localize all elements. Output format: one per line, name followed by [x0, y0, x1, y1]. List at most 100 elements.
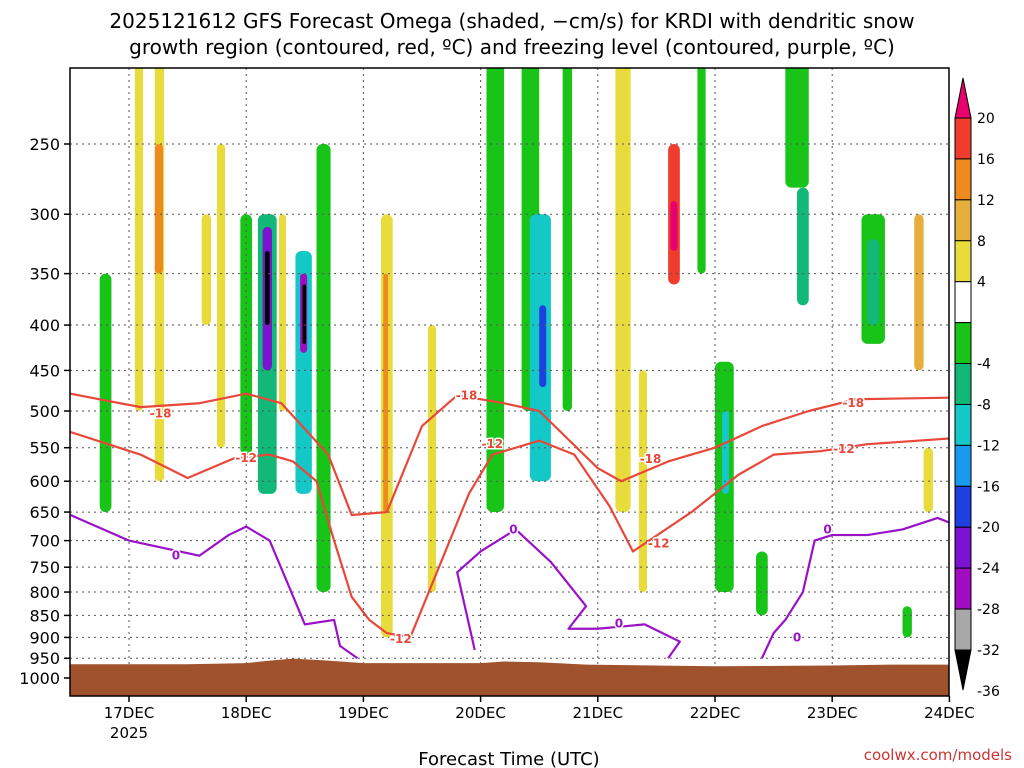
contours: -18 -18 -18 -18 -12 -12 -12 -12 -12 0 0 0 0 0 [70, 387, 949, 660]
x-tick-label-20DEC: 20DEC [455, 704, 506, 722]
omega-cell-9 [154, 144, 163, 274]
colorbar-top-tip [954, 77, 972, 119]
x-tick-label-19DEC: 19DEC [338, 704, 389, 722]
y-tick-label-900: 900 [29, 628, 60, 647]
omega-cell-17 [562, 68, 573, 411]
colorbar-swatch-3 [954, 240, 972, 283]
x-axis: 17DEC 2025 18DEC 19DEC 20DEC 21DEC 22DEC 23DEC 2… [104, 696, 975, 742]
y-tick-label-800: 800 [29, 583, 60, 602]
colorbar-swatch-2 [954, 199, 972, 242]
colorbar-swatch-0 [954, 117, 972, 160]
colorbar-label-20: 20 [977, 111, 995, 127]
omega-cell-5 [302, 284, 306, 344]
colorbar-swatch-10 [954, 526, 972, 569]
contour-0 [70, 514, 359, 660]
contour-label--12-0: -12 [235, 451, 257, 465]
y-tick-label-650: 650 [29, 503, 60, 522]
omega-cell-30 [923, 447, 933, 513]
y-tick-label-250: 250 [29, 135, 60, 154]
colorbar-label--8: -8 [977, 397, 991, 413]
omega-cell-6 [240, 214, 253, 455]
omega-cell-24 [756, 551, 768, 616]
y-tick-label-950: 950 [29, 649, 60, 668]
y-tick-label-350: 350 [29, 265, 60, 284]
contour--12 [70, 430, 949, 639]
y-tick-label-300: 300 [29, 205, 60, 224]
contour-label-0c-1: 0 [793, 630, 801, 644]
x-tick-label-17DEC: 17DEC [104, 704, 155, 722]
y-tick-label-700: 700 [29, 532, 60, 551]
colorbar-label--16: -16 [977, 479, 1000, 495]
contour-0c [760, 516, 949, 659]
gridlines [70, 68, 949, 696]
colorbar-swatch-9 [954, 485, 972, 528]
omega-cell-33 [134, 68, 144, 411]
y-tick-label-550: 550 [29, 439, 60, 458]
terrain [70, 658, 949, 696]
omega-cell-12 [383, 273, 389, 513]
omega-cell-32 [99, 273, 112, 513]
colorbar-swatch-11 [954, 567, 972, 610]
colorbar-label--20: -20 [977, 520, 1000, 536]
x-tick-label-24DEC: 24DEC [924, 704, 975, 722]
omega-cell-31 [201, 214, 212, 326]
colorbar: 20 16 12 8 4 -4 -8 -12 -16 -20 -24 -28 -32 -36 [954, 77, 1000, 700]
omega-cell-28 [867, 239, 880, 326]
y-tick-label-750: 750 [29, 558, 60, 577]
y-tick-label-1000: 1000 [19, 669, 60, 688]
colorbar-label-12: 12 [977, 193, 995, 209]
x-tick-label-23DEC: 23DEC [807, 704, 858, 722]
plot-frame [69, 67, 950, 697]
colorbar-swatch-6 [954, 363, 972, 405]
omega-cell-37 [279, 214, 287, 411]
colorbar-label--28: -28 [977, 602, 1000, 618]
colorbar-label--36: -36 [977, 684, 1000, 700]
y-tick-label-500: 500 [29, 402, 60, 421]
contour-label--18-0: -18 [150, 406, 172, 420]
contour-label--12-2: -12 [648, 536, 670, 550]
omega-cell-21 [697, 68, 706, 274]
omega-cell-34 [427, 325, 437, 593]
colorbar-label-8: 8 [977, 234, 986, 250]
contour-label--12-4: -12 [390, 632, 412, 646]
omega-cell-25 [785, 68, 809, 188]
y-tick-label-850: 850 [29, 606, 60, 625]
omega-cell-29 [914, 214, 924, 371]
colorbar-label--4: -4 [977, 357, 991, 373]
colorbar-swatch-1 [954, 158, 972, 201]
colorbar-label-16: 16 [977, 152, 995, 168]
contour-label-0-0: 0 [172, 549, 180, 563]
x-tick-sublabel-17DEC: 2025 [110, 724, 148, 742]
colorbar-swatch-8 [954, 444, 972, 487]
contour-label--12-3: -12 [833, 442, 855, 456]
colorbar-swatch-7 [954, 403, 972, 446]
contour-label-0b-1: 0 [615, 616, 623, 630]
omega-cell-35 [902, 606, 912, 638]
contour-label--18-3: -18 [842, 396, 864, 410]
colorbar-label-4: 4 [977, 275, 986, 291]
chart-title-line1: 2025121612 GFS Forecast Omega (shaded, −… [109, 9, 914, 33]
omega-cell-26 [797, 187, 809, 306]
colorbar-swatch-12 [954, 608, 972, 651]
contour-label--12-1: -12 [481, 437, 503, 451]
x-tick-label-18DEC: 18DEC [221, 704, 272, 722]
x-tick-label-22DEC: 22DEC [690, 704, 741, 722]
omega-cell-7 [316, 144, 331, 593]
colorbar-label--32: -32 [977, 643, 1000, 659]
contour-label--18-2: -18 [640, 452, 662, 466]
colorbar-label--12: -12 [977, 438, 1000, 454]
omega-cell-16 [539, 305, 547, 388]
contour-label-0c-0: 0 [823, 522, 831, 536]
contour-label--18-1: -18 [456, 388, 478, 402]
omega-cell-20 [670, 201, 678, 251]
chart-title-line2: growth region (contoured, red, ºC) and f… [129, 35, 895, 59]
y-tick-label-600: 600 [29, 472, 60, 491]
y-tick-label-400: 400 [29, 316, 60, 335]
contour--18 [70, 392, 949, 517]
x-axis-label: Forecast Time (UTC) [418, 749, 599, 768]
x-tick-label-21DEC: 21DEC [573, 704, 624, 722]
colorbar-swatch-5 [954, 322, 972, 365]
colorbar-swatch-4 [954, 281, 972, 324]
credit-text: coolwx.com/models [864, 746, 1012, 764]
